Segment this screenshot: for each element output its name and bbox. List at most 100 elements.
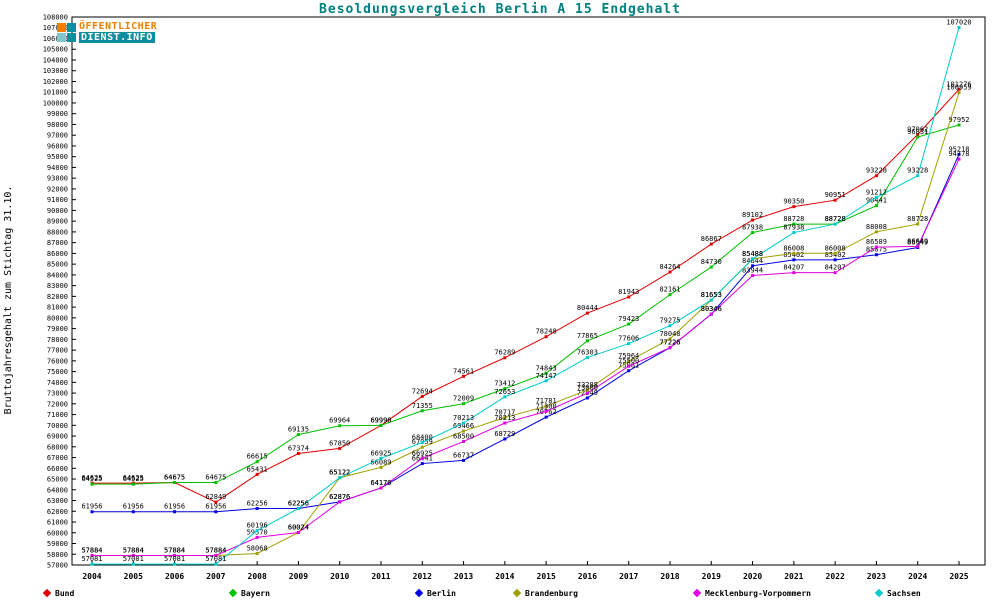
data-point-label: 72694 bbox=[412, 387, 433, 395]
x-tick-label: 2004 bbox=[82, 572, 101, 581]
data-point-label: 87938 bbox=[783, 224, 804, 232]
data-point-label: 88728 bbox=[907, 215, 928, 223]
data-point bbox=[751, 264, 755, 268]
data-point-label: 67374 bbox=[288, 445, 309, 453]
data-point-label: 73412 bbox=[494, 380, 515, 388]
data-point-label: 59570 bbox=[247, 528, 268, 536]
data-point bbox=[544, 415, 548, 419]
data-point-label: 62256 bbox=[288, 500, 309, 508]
data-point bbox=[585, 388, 589, 392]
data-point-label: 101276 bbox=[946, 80, 971, 88]
data-point bbox=[833, 251, 837, 255]
data-point-label: 62876 bbox=[329, 493, 350, 501]
y-tick-label: 98000 bbox=[47, 121, 68, 129]
data-point-label: 61956 bbox=[205, 503, 226, 511]
data-point bbox=[503, 395, 507, 399]
data-point bbox=[173, 510, 177, 514]
data-point-label: 71781 bbox=[536, 397, 557, 405]
data-point-label: 57884 bbox=[81, 547, 102, 555]
y-tick-label: 91000 bbox=[47, 196, 68, 204]
data-point-label: 65122 bbox=[329, 469, 350, 477]
y-tick-label: 73000 bbox=[47, 390, 68, 398]
data-point-label: 61956 bbox=[81, 503, 102, 511]
data-point bbox=[131, 482, 135, 486]
data-point-label: 107020 bbox=[946, 19, 971, 27]
data-point-label: 58068 bbox=[247, 545, 268, 553]
x-tick-label: 2014 bbox=[495, 572, 514, 581]
data-point bbox=[503, 387, 507, 391]
y-tick-label: 67000 bbox=[47, 454, 68, 462]
y-tick-label: 65000 bbox=[47, 476, 68, 484]
data-point-label: 65431 bbox=[247, 465, 268, 473]
data-point bbox=[379, 456, 383, 460]
data-point-label: 85488 bbox=[742, 250, 763, 258]
data-point-label: 86867 bbox=[701, 235, 722, 243]
y-tick-label: 72000 bbox=[47, 400, 68, 408]
y-tick-label: 89000 bbox=[47, 218, 68, 226]
data-point-label: 76289 bbox=[494, 349, 515, 357]
data-point-label: 69990 bbox=[370, 416, 391, 424]
legend-label: Bayern bbox=[241, 588, 270, 598]
data-point bbox=[668, 337, 672, 341]
y-tick-label: 105000 bbox=[43, 46, 68, 54]
y-tick-label: 92000 bbox=[47, 185, 68, 193]
y-tick-label: 88000 bbox=[47, 228, 68, 236]
data-point bbox=[916, 133, 920, 137]
x-tick-label: 2005 bbox=[124, 572, 143, 581]
y-tick-label: 102000 bbox=[43, 78, 68, 86]
data-point bbox=[255, 535, 259, 539]
data-point bbox=[255, 460, 259, 464]
data-point-label: 71300 bbox=[536, 402, 557, 410]
data-point bbox=[792, 271, 796, 275]
data-point-label: 66925 bbox=[412, 449, 433, 457]
data-point bbox=[709, 312, 713, 316]
data-point bbox=[420, 462, 424, 466]
data-point bbox=[792, 251, 796, 255]
y-tick-label: 79000 bbox=[47, 325, 68, 333]
data-point bbox=[668, 346, 672, 350]
data-point bbox=[833, 198, 837, 202]
legend-item-brandenburg: Brandenburg bbox=[512, 587, 578, 599]
y-tick-label: 76000 bbox=[47, 357, 68, 365]
data-point-label: 97952 bbox=[948, 116, 969, 124]
x-tick-label: 2021 bbox=[784, 572, 803, 581]
data-point-label: 100959 bbox=[946, 84, 971, 92]
data-point bbox=[668, 293, 672, 297]
x-tick-label: 2015 bbox=[537, 572, 556, 581]
y-tick-label: 81000 bbox=[47, 304, 68, 312]
data-point bbox=[585, 391, 589, 395]
data-point bbox=[420, 456, 424, 460]
legend-item-sachsen: Sachsen bbox=[874, 587, 921, 599]
site-logo[interactable]: ÖFFENTLICHER DIENST.INFO bbox=[57, 21, 157, 43]
data-point-label: 77226 bbox=[659, 339, 680, 347]
data-point-label: 62256 bbox=[288, 500, 309, 508]
data-point bbox=[709, 242, 713, 246]
data-point-label: 88728 bbox=[825, 215, 846, 223]
logo-grid-icon bbox=[57, 23, 76, 42]
data-point bbox=[462, 429, 466, 433]
data-point bbox=[874, 230, 878, 234]
data-point-label: 72009 bbox=[453, 395, 474, 403]
data-point-label: 95218 bbox=[948, 145, 969, 153]
data-point bbox=[296, 433, 300, 437]
data-point bbox=[585, 356, 589, 360]
data-point-label: 62256 bbox=[247, 500, 268, 508]
data-point bbox=[544, 379, 548, 383]
data-point-label: 86008 bbox=[825, 244, 846, 252]
data-point-label: 84730 bbox=[701, 258, 722, 266]
data-point bbox=[255, 552, 259, 556]
data-point bbox=[957, 26, 961, 30]
series-line-brandenburg bbox=[92, 92, 960, 557]
data-point bbox=[957, 152, 961, 156]
y-tick-label: 74000 bbox=[47, 379, 68, 387]
y-tick-label: 94000 bbox=[47, 164, 68, 172]
data-point bbox=[833, 258, 837, 262]
data-point-label: 74147 bbox=[536, 372, 557, 380]
y-tick-label: 93000 bbox=[47, 175, 68, 183]
data-point-label: 64675 bbox=[164, 474, 185, 482]
data-point bbox=[296, 452, 300, 456]
data-point bbox=[751, 273, 755, 277]
data-point bbox=[668, 324, 672, 328]
data-point bbox=[255, 472, 259, 476]
